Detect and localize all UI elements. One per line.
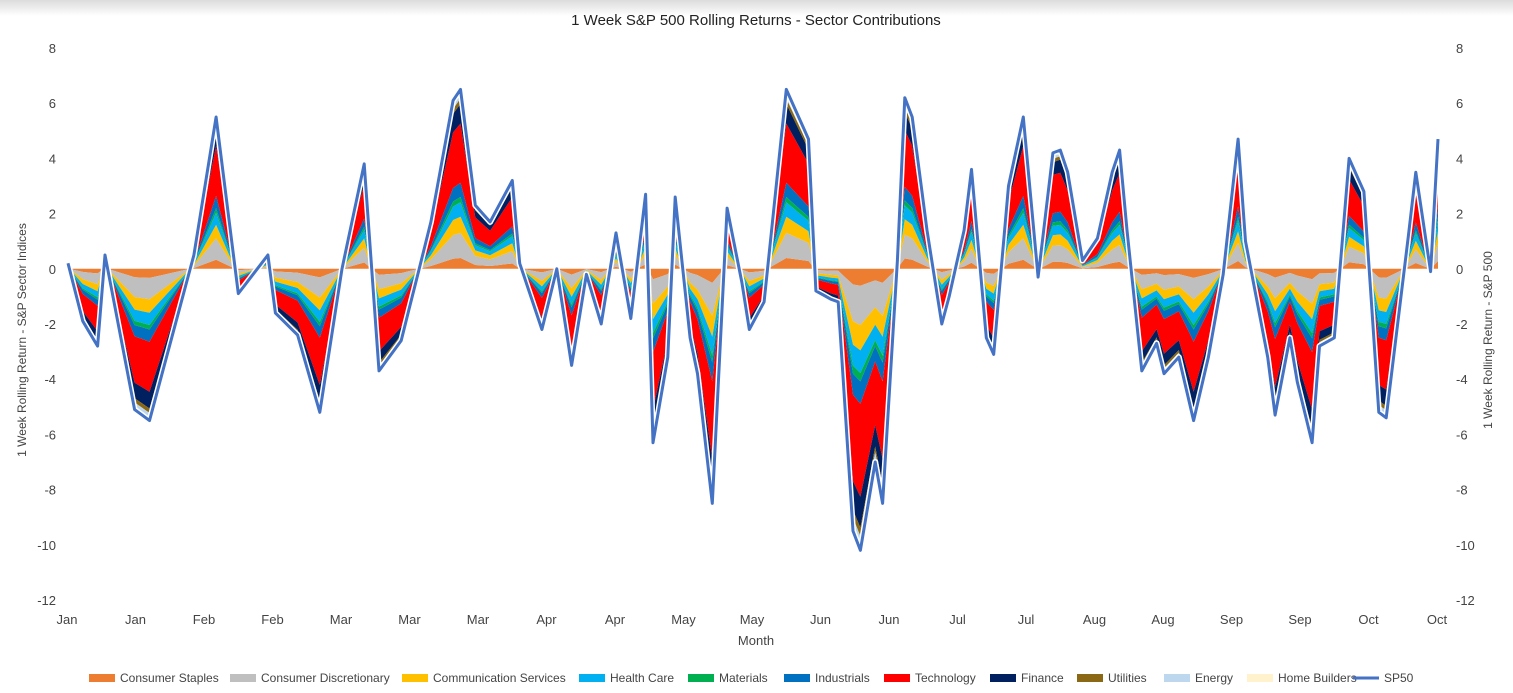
x-tick-month: Jan [125, 612, 146, 627]
x-tick-month: Aug [1083, 612, 1106, 627]
y-tick-left: -2 [44, 317, 56, 332]
legend-label: Home Builders [1278, 671, 1357, 685]
x-tick-month: Jan [57, 612, 78, 627]
axis-layer: 8 86 64 42 20 0-2 -2-4 -4-6 -6-8 -8-10 -10-12 -12Ja… [37, 41, 1475, 627]
y-tick-right: 4 [1456, 151, 1463, 166]
x-tick-month: Mar [330, 612, 353, 627]
legend-label: Finance [1021, 671, 1064, 685]
y-tick-left: -6 [44, 427, 56, 442]
y-tick-left: 0 [49, 262, 56, 277]
area-consumer-discretionary [68, 232, 1438, 326]
legend-label: Utilities [1108, 671, 1147, 685]
x-tick-month: May [671, 612, 696, 627]
y-tick-left: 4 [49, 151, 56, 166]
legend-swatch [990, 674, 1016, 682]
area-technology [68, 123, 1438, 497]
y-tick-right: 8 [1456, 41, 1463, 56]
y-tick-right: -4 [1456, 372, 1468, 387]
sector-areas [68, 89, 1438, 551]
x-tick-month: Oct [1358, 612, 1379, 627]
y-tick-right: 6 [1456, 96, 1463, 111]
y-tick-left: 6 [49, 96, 56, 111]
x-tick-month: Jun [879, 612, 900, 627]
area-finance [68, 103, 1438, 528]
x-tick-month: Oct [1427, 612, 1448, 627]
y-tick-right: -6 [1456, 427, 1468, 442]
sp500-line [66, 87, 1440, 552]
chart-title: 1 Week S&P 500 Rolling Returns - Sector … [571, 12, 941, 29]
y-axis-label-left: 1 Week Rolling Return - S&P Sector Indic… [15, 223, 29, 457]
legend-swatch [1247, 674, 1273, 682]
legend-swatch [1164, 674, 1190, 682]
x-tick-month: Feb [261, 612, 283, 627]
legend-label: Materials [719, 671, 768, 685]
y-tick-right: -12 [1456, 593, 1475, 608]
area-materials [68, 197, 1438, 382]
x-tick-month: May [740, 612, 765, 627]
x-tick-month: Jul [949, 612, 966, 627]
y-tick-left: 2 [49, 207, 56, 222]
legend-label: SP50 [1384, 671, 1414, 685]
y-tick-left: -10 [37, 538, 56, 553]
legend-swatch [1077, 674, 1103, 682]
x-tick-month: Apr [536, 612, 557, 627]
x-tick-month: Jul [1018, 612, 1035, 627]
x-tick-month: Sep [1288, 612, 1311, 627]
y-tick-right: -10 [1456, 538, 1475, 553]
legend-label: Consumer Staples [120, 671, 219, 685]
legend-swatch [230, 674, 256, 682]
legend-label: Health Care [610, 671, 674, 685]
x-tick-month: Sep [1220, 612, 1243, 627]
legend-swatch [884, 674, 910, 682]
legend-label: Communication Services [433, 671, 566, 685]
y-tick-right: 2 [1456, 207, 1463, 222]
x-tick-month: Mar [398, 612, 421, 627]
y-tick-right: -8 [1456, 483, 1468, 498]
chart-legend: Consumer Staples Consumer Discretionary Co… [89, 671, 1414, 685]
area-industrials [68, 182, 1438, 404]
y-tick-left: -8 [44, 483, 56, 498]
x-tick-month: Jun [810, 612, 831, 627]
x-tick-month: Apr [605, 612, 626, 627]
legend-label: Consumer Discretionary [261, 671, 390, 685]
x-tick-month: Mar [467, 612, 490, 627]
y-tick-right: 0 [1456, 262, 1463, 277]
legend-label: Technology [915, 671, 976, 685]
y-tick-right: -2 [1456, 317, 1468, 332]
x-tick-month: Feb [193, 612, 215, 627]
x-axis-label: Month [738, 633, 774, 648]
x-tick-month: Aug [1151, 612, 1174, 627]
legend-swatch [402, 674, 428, 682]
y-tick-left: -12 [37, 593, 56, 608]
legend-swatch [89, 674, 115, 682]
legend-label: Energy [1195, 671, 1233, 685]
area-consumer-staples [68, 258, 1438, 286]
y-tick-left: 8 [49, 41, 56, 56]
window-top-bar [0, 0, 1513, 16]
area-communication-services [68, 216, 1438, 351]
legend-swatch [784, 674, 810, 682]
area-health-care [68, 202, 1438, 373]
y-tick-left: -4 [44, 372, 56, 387]
legend-label: Industrials [815, 671, 870, 685]
y-axis-label-right: 1 Week Rolling Return - S&P 500 [1481, 251, 1495, 429]
legend-swatch [579, 674, 605, 682]
legend-swatch [688, 674, 714, 682]
sp500-line-layer [65, 86, 1441, 554]
